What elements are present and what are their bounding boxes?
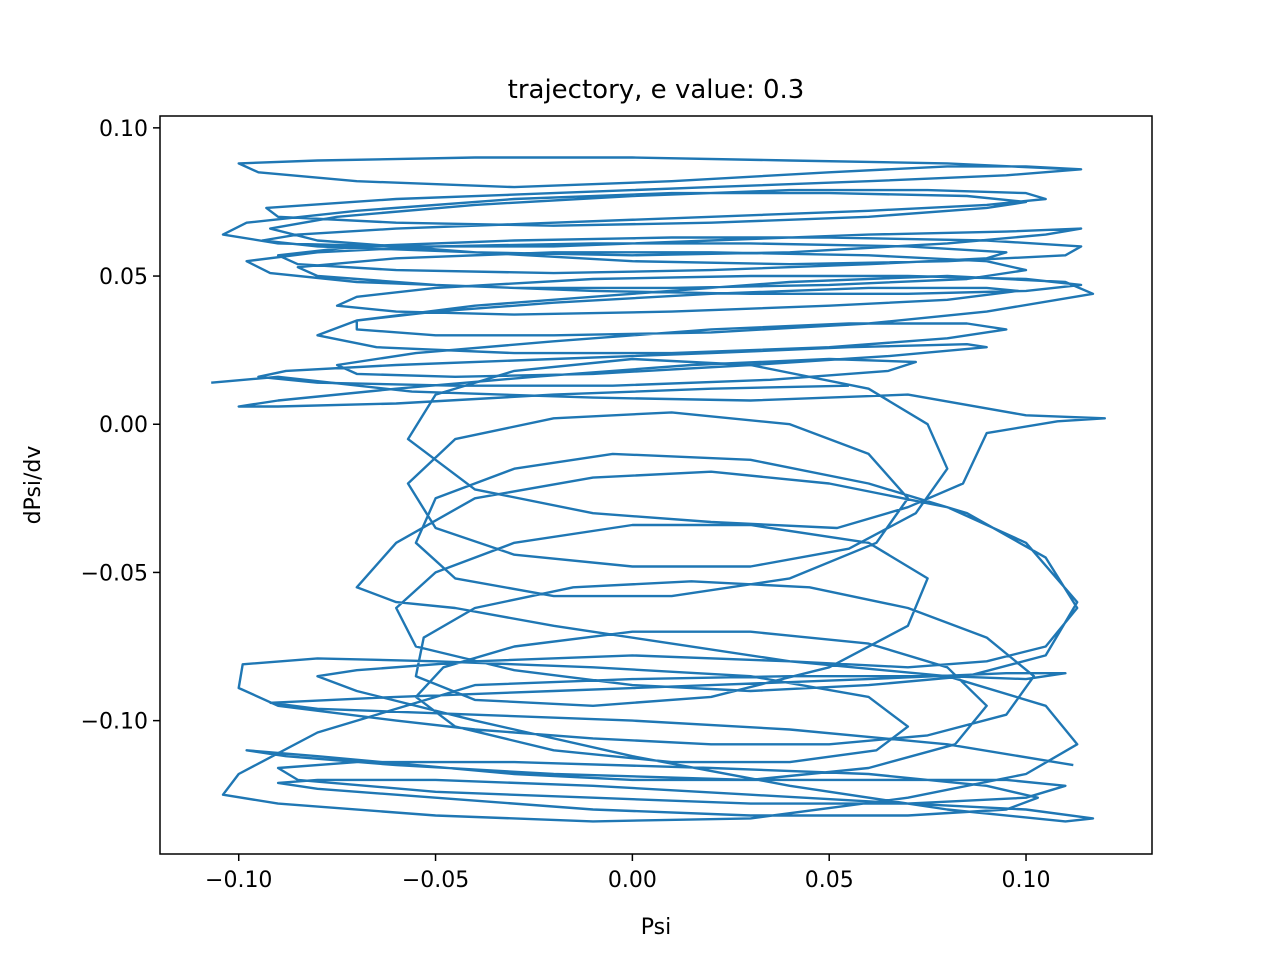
x-tick-label: 0.05 (805, 868, 854, 893)
chart-title: trajectory, e value: 0.3 (508, 75, 805, 105)
y-axis-label: dPsi/dv (21, 446, 46, 525)
x-axis: −0.10 −0.05 0.00 0.05 0.10 (205, 854, 1051, 893)
plot-series-group (211, 156, 1106, 823)
y-tick-label: 0.05 (99, 265, 148, 290)
y-tick-label: −0.10 (81, 710, 148, 735)
x-axis-label: Psi (641, 915, 671, 940)
x-tick-label: 0.10 (1002, 868, 1051, 893)
x-tick-label: −0.05 (402, 868, 469, 893)
plot-frame (159, 115, 1153, 855)
y-tick-label: 0.00 (99, 413, 148, 438)
y-axis: 0.10 0.05 0.00 −0.05 −0.10 (81, 117, 160, 735)
trajectory-line-2 (221, 156, 1095, 408)
x-tick-label: −0.10 (205, 868, 272, 893)
y-tick-label: −0.05 (81, 561, 148, 586)
y-tick-label: 0.10 (99, 117, 148, 142)
trajectory-line-1 (211, 357, 1106, 823)
x-tick-label: 0.00 (608, 868, 657, 893)
